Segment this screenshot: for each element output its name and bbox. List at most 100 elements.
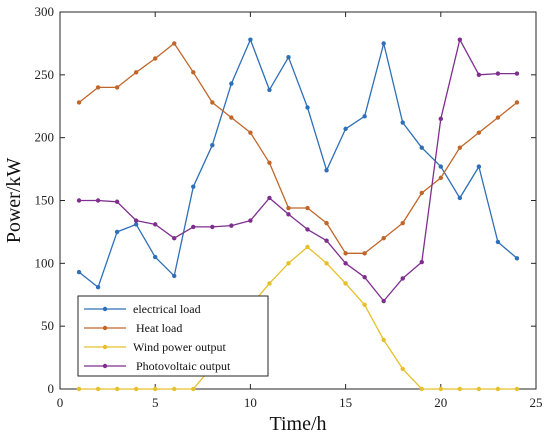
data-point (419, 386, 424, 392)
data-point (400, 276, 405, 281)
x-tick-label: 15 (339, 395, 352, 410)
data-point (438, 386, 443, 392)
data-point (324, 261, 329, 266)
data-point (400, 120, 405, 125)
data-point (419, 145, 424, 150)
legend-label: electrical load (133, 302, 201, 316)
data-point (286, 205, 291, 211)
data-point (267, 281, 272, 286)
legend-label: Photovoltaic output (133, 359, 231, 373)
data-point (438, 116, 443, 122)
data-point (495, 71, 501, 76)
data-point (343, 281, 348, 286)
data-point (248, 218, 253, 223)
x-tick-label: 0 (57, 395, 64, 410)
data-point (133, 386, 139, 392)
data-point (476, 164, 482, 169)
data-point (95, 386, 101, 392)
data-point (172, 273, 177, 279)
data-point (343, 251, 348, 256)
data-point (381, 41, 386, 46)
data-point (229, 223, 234, 228)
series-layer (76, 37, 520, 392)
data-point (400, 220, 405, 226)
y-tick-label: 100 (35, 255, 55, 270)
data-point (514, 71, 520, 76)
data-point (305, 205, 310, 211)
x-axis-title: Time/h (269, 413, 326, 435)
data-point (476, 72, 482, 78)
data-point (457, 386, 463, 392)
y-tick-label: 50 (41, 318, 54, 333)
data-point (267, 160, 272, 165)
data-point (419, 259, 424, 265)
series-4 (76, 37, 520, 304)
data-point (476, 130, 482, 135)
data-point (362, 302, 367, 308)
data-point (210, 224, 215, 230)
data-point (286, 261, 291, 266)
data-point (343, 261, 348, 266)
data-point (286, 212, 291, 217)
data-point (210, 100, 215, 105)
data-point (381, 236, 386, 241)
legend-swatch-marker (102, 363, 108, 369)
data-point (95, 285, 101, 290)
data-point (76, 269, 82, 275)
legend-swatch-marker (102, 325, 108, 331)
data-point (362, 251, 367, 256)
data-point (305, 227, 310, 232)
data-point (514, 256, 520, 261)
data-point (114, 229, 120, 235)
data-point (153, 222, 158, 227)
data-point (324, 238, 329, 243)
y-tick-label: 250 (35, 67, 55, 82)
data-point (514, 386, 520, 392)
data-point (114, 85, 120, 90)
data-point (495, 386, 501, 392)
data-point (191, 386, 196, 392)
data-point (381, 298, 386, 304)
y-tick-label: 150 (35, 193, 55, 208)
data-point (362, 274, 367, 280)
series-line (79, 246, 517, 390)
legend-label: Heat load (133, 321, 182, 335)
data-point (133, 218, 139, 223)
data-point (133, 70, 139, 75)
data-point (76, 100, 82, 105)
data-point (495, 115, 501, 120)
data-point (514, 100, 520, 105)
data-point (400, 366, 405, 372)
data-point (305, 105, 310, 110)
data-point (362, 114, 367, 119)
data-point (419, 190, 424, 196)
data-point (324, 220, 329, 226)
data-point (267, 195, 272, 201)
data-point (133, 222, 139, 227)
data-point (76, 198, 82, 203)
data-point (172, 386, 177, 392)
data-point (153, 254, 158, 260)
data-point (267, 87, 272, 93)
data-point (457, 37, 463, 42)
x-tick-label: 10 (244, 395, 257, 410)
data-point (343, 126, 348, 132)
series-line (78, 42, 518, 254)
data-point (229, 81, 234, 86)
data-point (191, 224, 196, 230)
data-point (438, 164, 443, 169)
y-axis-title: Power/kW (3, 158, 25, 244)
data-point (476, 386, 482, 392)
data-point (172, 41, 177, 46)
data-point (324, 168, 329, 173)
y-tick-label: 0 (48, 381, 55, 396)
legend-swatch-marker (102, 306, 108, 312)
legend: electrical load Heat load Wind power outp… (77, 295, 269, 377)
data-point (248, 130, 253, 135)
data-point (153, 386, 158, 392)
data-point (95, 85, 101, 90)
data-point (495, 239, 501, 245)
x-tick-label: 20 (434, 395, 447, 410)
